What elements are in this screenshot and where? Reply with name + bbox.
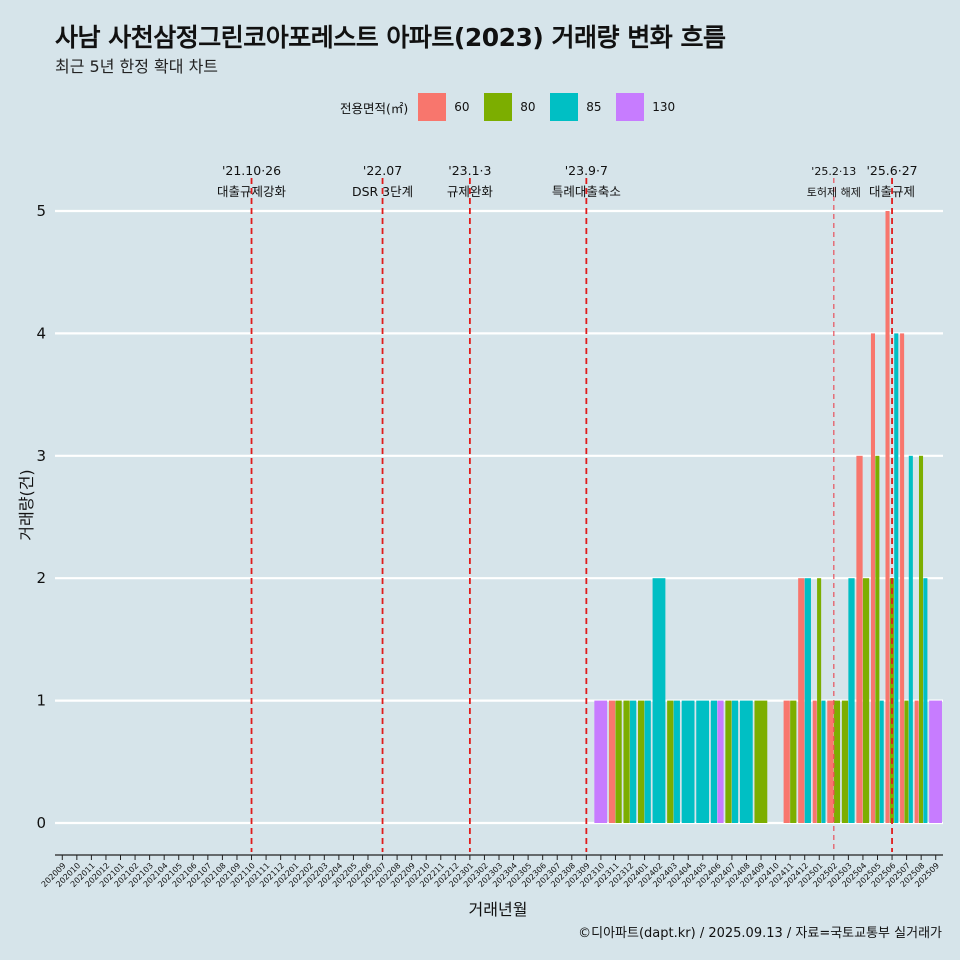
bar-85-202506 <box>894 333 899 823</box>
bar-60-202412 <box>798 578 805 823</box>
event-date: '21.10·26 <box>222 163 281 178</box>
bar-130-202509 <box>929 700 942 823</box>
bar-60-202411 <box>783 700 790 823</box>
event-date: '23.1·3 <box>448 163 491 178</box>
bar-60-202505 <box>870 333 876 823</box>
bar-85-202402 <box>652 578 666 823</box>
x-axis-title: 거래년월 <box>469 900 528 919</box>
legend-label-80: 80 <box>520 100 536 114</box>
legend-label-60: 60 <box>454 100 470 114</box>
bar-85-202404 <box>681 700 695 823</box>
event-date: '25.2·13 <box>811 165 856 178</box>
bar-85-202406 <box>710 700 718 823</box>
bar-80-202409 <box>754 700 768 823</box>
source-caption: ©디아파트(dapt.kr) / 2025.09.13 / 자료=국토교통부 실… <box>578 926 942 941</box>
bar-85-202407 <box>731 700 739 823</box>
bar-80-202503 <box>841 700 849 823</box>
y-axis-title: 거래량(건) <box>17 469 36 540</box>
bar-85-202507 <box>908 455 913 823</box>
bar-80-202508 <box>918 455 924 823</box>
bar-80-202312 <box>623 700 630 823</box>
bar-60-202502 <box>827 700 834 823</box>
bar-85-202403 <box>673 700 680 823</box>
event-label: 특례대출축소 <box>552 184 621 199</box>
bar-130-202310 <box>594 700 608 823</box>
bar-85-202412 <box>804 578 811 823</box>
bar-80-202407 <box>725 700 732 823</box>
chart-subtitle: 최근 5년 한정 확대 차트 <box>55 57 219 76</box>
bar-60-202506 <box>885 211 890 823</box>
y-tick-label: 3 <box>36 447 46 465</box>
bar-85-202508 <box>923 578 928 823</box>
bar-85-202312 <box>630 700 637 823</box>
bar-80-202411 <box>790 700 797 823</box>
legend-label-130: 130 <box>652 100 676 114</box>
y-tick-label: 2 <box>36 569 46 587</box>
bar-80-202311 <box>615 700 622 823</box>
bar-85-202503 <box>848 578 855 823</box>
bar-60-202508 <box>914 700 919 823</box>
y-tick-label: 4 <box>36 324 46 342</box>
legend-item-130: 130 <box>616 93 675 121</box>
legend: 전용면적(㎡) 60 80 85 130 <box>340 93 685 121</box>
bar-80-202507 <box>904 700 909 823</box>
chart-title: 사남 사천삼정그린코아포레스트 아파트(2023) 거래량 변화 흐름 <box>55 23 726 52</box>
legend-swatch-85 <box>550 93 579 121</box>
event-label: 토허제 해제 <box>807 185 861 199</box>
bar-85-202405 <box>696 700 710 823</box>
legend-swatch-60 <box>418 93 447 121</box>
bar-60-202504 <box>856 455 863 823</box>
legend-item-60: 60 <box>418 93 474 121</box>
bar-85-202501 <box>821 700 826 823</box>
legend-title: 전용면적(㎡) <box>340 100 409 116</box>
y-tick-label: 0 <box>36 814 46 832</box>
legend-swatch-80 <box>484 93 513 121</box>
bar-130-202406 <box>717 700 724 823</box>
legend-item-85: 85 <box>550 93 606 121</box>
bar-60-202507 <box>900 333 905 823</box>
y-tick-label: 1 <box>36 692 46 710</box>
bar-60-202501 <box>812 700 817 823</box>
bar-85-202408 <box>739 700 753 823</box>
bar-80-202504 <box>862 578 870 823</box>
bar-80-202501 <box>817 578 822 823</box>
legend-item-80: 80 <box>484 93 540 121</box>
event-label: 대출규제 <box>869 184 915 199</box>
bar-60-202311 <box>608 700 616 823</box>
bar-85-202505 <box>879 700 884 823</box>
bar-80-202401 <box>638 700 645 823</box>
y-tick-label: 5 <box>36 202 46 220</box>
legend-label-85: 85 <box>586 100 602 114</box>
event-label: DSR 3단계 <box>352 184 413 199</box>
bar-80-202403 <box>667 700 674 823</box>
event-date: '23.9·7 <box>565 163 608 178</box>
bar-80-202505 <box>875 455 880 823</box>
event-date: '25.6·27 <box>866 163 917 178</box>
legend-swatch-130 <box>616 93 645 121</box>
event-label: 대출규제강화 <box>217 184 287 199</box>
bar-80-202502 <box>833 700 841 823</box>
event-date: '22.07 <box>363 163 402 178</box>
event-label: 규제완화 <box>447 184 494 199</box>
bar-85-202401 <box>644 700 651 823</box>
